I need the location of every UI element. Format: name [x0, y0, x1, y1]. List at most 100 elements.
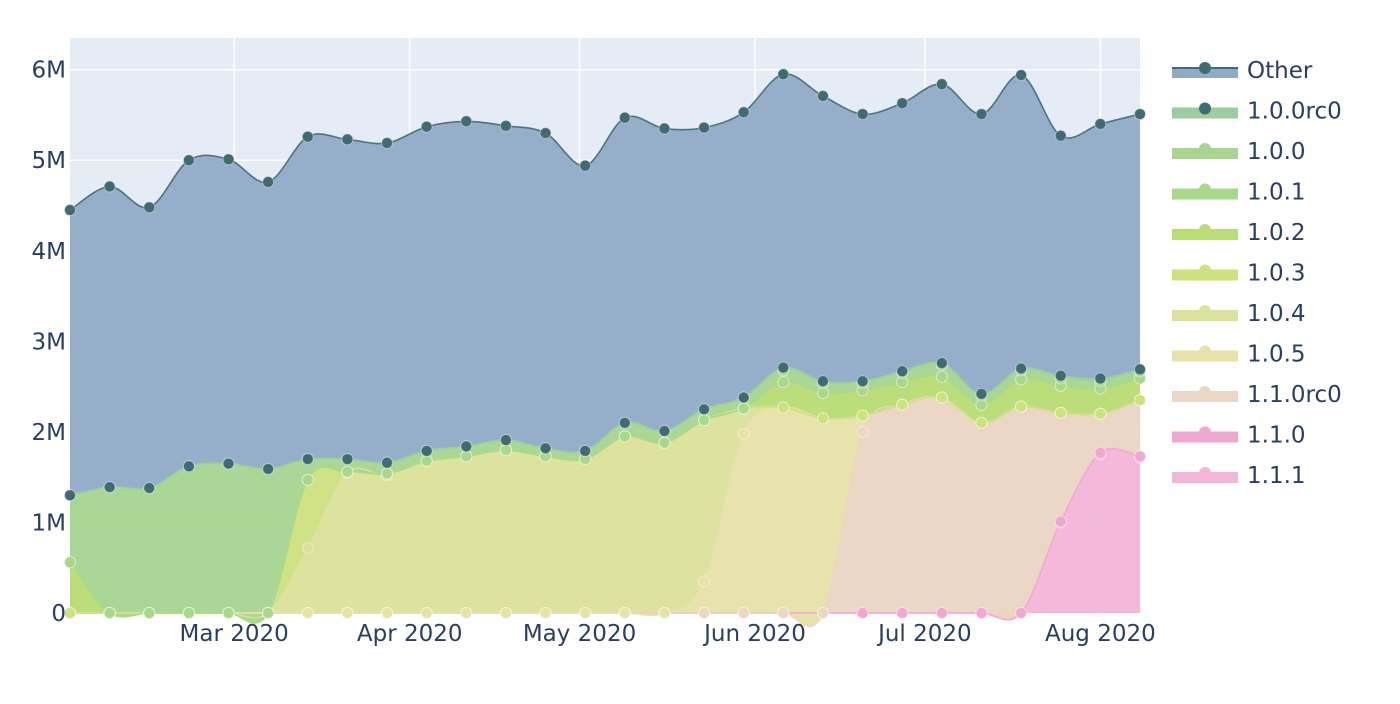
marker-other	[420, 120, 433, 133]
legend-item-1-0-0[interactable]: 1.0.0	[1172, 139, 1306, 165]
marker-1-0-1	[182, 607, 195, 619]
marker-other	[698, 121, 711, 134]
marker-1-0-1	[341, 465, 354, 478]
marker-other	[64, 204, 76, 217]
marker-1-0-0rc0	[1134, 363, 1146, 376]
marker-1-0-3	[975, 416, 988, 429]
marker-other	[499, 119, 512, 132]
x-tick-label: Mar 2020	[180, 621, 289, 647]
y-tick-label: 3M	[32, 329, 66, 355]
area-1-1-0rc0	[70, 396, 1140, 627]
marker-1-0-0rc0	[103, 481, 116, 494]
marker-other	[579, 159, 592, 172]
legend-marker	[1199, 386, 1211, 398]
marker-1-0-3	[1094, 407, 1107, 420]
marker-1-0-3	[64, 607, 76, 619]
marker-1-0-1	[658, 436, 671, 449]
marker-other	[896, 97, 909, 110]
marker-other	[103, 180, 116, 193]
marker-1-0-1	[420, 454, 433, 467]
legend-label: 1.0.0rc0	[1247, 99, 1342, 125]
legend-marker	[1199, 102, 1211, 115]
marker-1-0-0rc0	[1094, 372, 1107, 385]
legend-item-1-0-5[interactable]: 1.0.5	[1172, 342, 1306, 368]
marker-1-0-0rc0	[698, 403, 711, 416]
marker-1-0-1	[698, 414, 711, 427]
legend-item-1-0-0rc0[interactable]: 1.0.0rc0	[1172, 99, 1342, 125]
marker-1-0-3	[1054, 406, 1067, 419]
marker-1-0-1	[222, 607, 235, 619]
legend-item-1-0-4[interactable]: 1.0.4	[1172, 301, 1306, 327]
marker-1-0-0rc0	[420, 444, 433, 457]
marker-1-0-5	[420, 607, 433, 619]
x-tick-label: Apr 2020	[357, 621, 463, 647]
y-tick-label: 5M	[32, 148, 66, 174]
x-tick-label: Jul 2020	[876, 621, 972, 647]
marker-1-0-1	[381, 467, 394, 480]
marker-1-0-1	[737, 402, 750, 415]
marker-1-0-5	[460, 607, 473, 619]
area-series	[70, 73, 1140, 627]
marker-other	[1054, 129, 1067, 142]
marker-1-0-0rc0	[816, 375, 829, 388]
marker-1-0-5	[737, 427, 750, 440]
legend-label: 1.0.2	[1247, 220, 1306, 246]
legend-label: 1.0.1	[1247, 180, 1306, 206]
marker-other	[1094, 118, 1107, 131]
marker-other	[856, 108, 869, 121]
legend-item-1-0-3[interactable]: 1.0.3	[1172, 261, 1306, 287]
marker-1-0-3	[816, 412, 829, 425]
legend-marker	[1199, 467, 1211, 479]
marker-other	[777, 68, 790, 81]
marker-1-0-1	[460, 450, 473, 463]
legend-item-other[interactable]: Other	[1172, 58, 1313, 84]
legend-marker	[1199, 264, 1211, 277]
legend[interactable]: Other 1.0.0rc0 1.0.0 1.0.1 1.0.2 1.0.3 1.0.4 1.…	[1172, 58, 1342, 489]
marker-1-0-3	[1134, 394, 1146, 407]
marker-1-0-0rc0	[499, 434, 512, 447]
marker-1-0-1	[103, 607, 116, 619]
legend-label: 1.0.5	[1247, 342, 1306, 368]
marker-1-0-1	[816, 386, 829, 399]
legend-label: Other	[1247, 58, 1313, 84]
marker-1-0-1	[935, 370, 948, 383]
marker-1-0-5	[539, 607, 552, 619]
legend-item-1-0-1[interactable]: 1.0.1	[1172, 180, 1306, 206]
marker-other	[539, 127, 552, 140]
marker-1-1-0rc0	[737, 607, 750, 619]
y-tick-label: 0	[51, 601, 66, 627]
y-axis-ticks: 0 1M 2M 3M 4M 5M 6M	[32, 58, 66, 627]
marker-1-0-1	[301, 473, 314, 486]
legend-item-1-1-0rc0[interactable]: 1.1.0rc0	[1172, 382, 1342, 408]
marker-other	[341, 133, 354, 146]
legend-item-1-0-2[interactable]: 1.0.2	[1172, 220, 1306, 246]
marker-1-0-5	[499, 607, 512, 619]
marker-1-1-0	[935, 607, 948, 619]
marker-1-0-5	[341, 607, 354, 619]
marker-1-0-1	[143, 607, 156, 619]
x-axis-ticks: Mar 2020 Apr 2020 May 2020 Jun 2020 Jul 2020…	[180, 621, 1156, 647]
marker-1-0-0rc0	[460, 440, 473, 453]
marker-1-0-5	[301, 607, 314, 619]
marker-1-0-3	[856, 409, 869, 422]
marker-other	[816, 89, 829, 102]
marker-other	[301, 130, 314, 143]
marker-1-0-1	[777, 376, 790, 389]
marker-1-0-1	[618, 430, 631, 443]
area-1-0-4	[70, 396, 1140, 618]
marker-other	[618, 111, 631, 124]
line-1-0-0rc0	[69, 361, 1141, 497]
legend-item-1-1-1[interactable]: 1.1.1	[1172, 463, 1306, 489]
area-1-1-1	[70, 450, 1140, 620]
marker-1-0-1	[64, 556, 76, 569]
legend-marker	[1199, 143, 1211, 155]
marker-1-0-0rc0	[579, 444, 592, 457]
legend-marker	[1199, 224, 1211, 236]
marker-1-0-4	[301, 541, 314, 554]
legend-label: 1.0.3	[1247, 261, 1306, 287]
y-tick-label: 1M	[32, 510, 66, 536]
legend-item-1-1-0[interactable]: 1.1.0	[1172, 423, 1306, 449]
marker-other	[1015, 69, 1028, 82]
